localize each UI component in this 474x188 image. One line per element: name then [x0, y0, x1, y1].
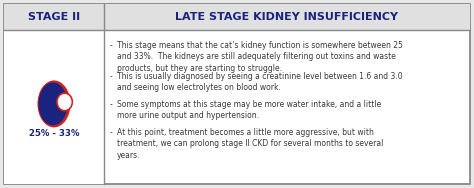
Text: This is usually diagnosed by seeing a creatinine level between 1.6 and 3.0
and s: This is usually diagnosed by seeing a cr…	[117, 72, 402, 92]
FancyBboxPatch shape	[4, 4, 470, 30]
Ellipse shape	[57, 93, 73, 111]
FancyBboxPatch shape	[4, 30, 104, 184]
Ellipse shape	[38, 82, 67, 125]
Text: At this point, treatment becomes a little more aggressive, but with
treatment, w: At this point, treatment becomes a littl…	[117, 128, 383, 160]
Text: LATE STAGE KIDNEY INSUFFICIENCY: LATE STAGE KIDNEY INSUFFICIENCY	[175, 12, 399, 22]
Text: Some symptoms at this stage may be more water intake, and a little
more urine ou: Some symptoms at this stage may be more …	[117, 100, 381, 121]
Text: 25% - 33%: 25% - 33%	[29, 129, 79, 138]
Text: -: -	[110, 128, 113, 137]
FancyBboxPatch shape	[4, 4, 470, 184]
Text: This stage means that the cat’s kidney function is somewhere between 25
and 33%.: This stage means that the cat’s kidney f…	[117, 41, 403, 73]
Text: -: -	[110, 72, 113, 81]
Text: -: -	[110, 41, 113, 50]
Ellipse shape	[37, 80, 71, 127]
Text: STAGE II: STAGE II	[28, 12, 80, 22]
Text: -: -	[110, 100, 113, 109]
